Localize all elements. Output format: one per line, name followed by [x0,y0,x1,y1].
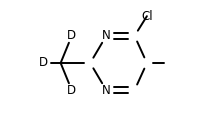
Text: D: D [67,84,76,97]
Text: N: N [102,84,111,97]
Text: N: N [102,29,111,42]
Text: Cl: Cl [141,10,153,23]
Text: D: D [67,29,76,42]
Text: D: D [39,56,48,70]
